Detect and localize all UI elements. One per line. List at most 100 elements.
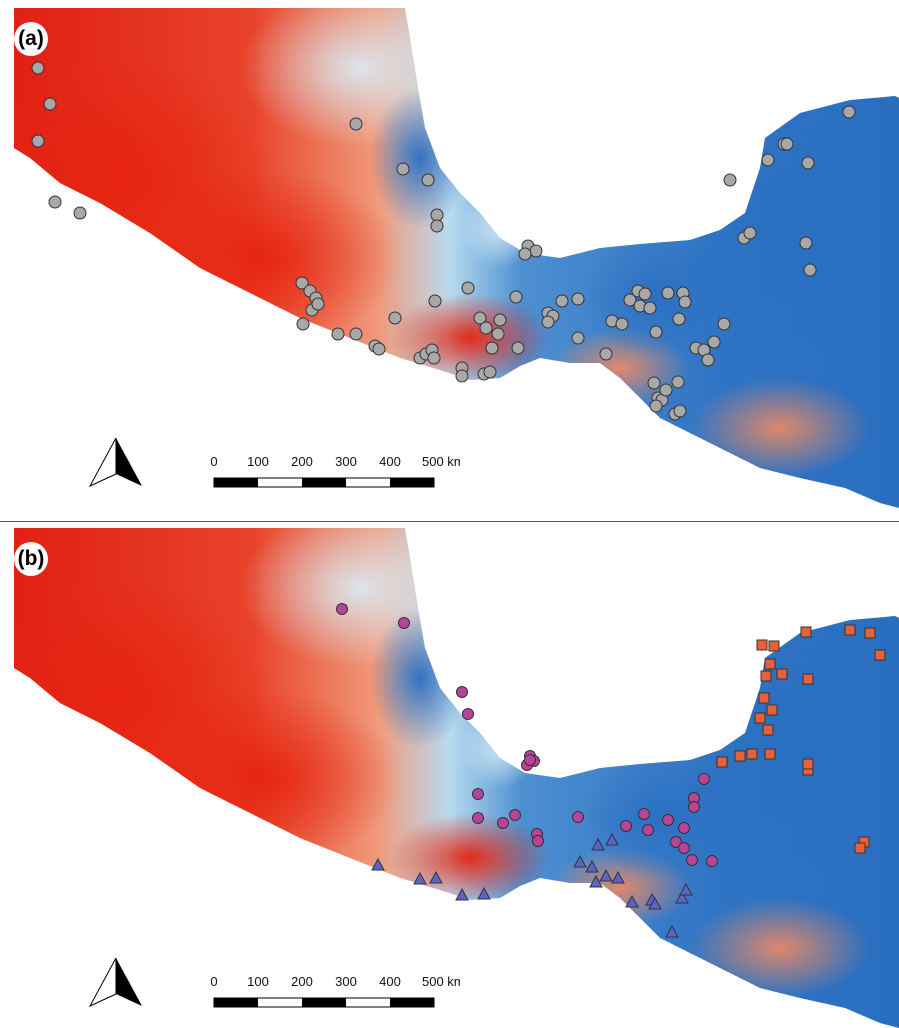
triangle-point (665, 924, 679, 938)
magenta-point (456, 686, 468, 698)
occurrence-point (672, 312, 686, 326)
magenta-point (670, 836, 682, 848)
scale-tick-400: 400 (379, 454, 401, 469)
triangle-point (371, 857, 385, 871)
square-point (854, 842, 866, 854)
triangle-point (648, 896, 662, 910)
occurrence-point (701, 353, 715, 367)
occurrence-point (671, 375, 685, 389)
occurrence-point (555, 294, 569, 308)
magenta-point (472, 812, 484, 824)
occurrence-point (717, 317, 731, 331)
magenta-point (698, 773, 710, 785)
magenta-point (497, 817, 509, 829)
triangle-point (605, 832, 619, 846)
occurrence-point (707, 335, 721, 349)
magenta-point (572, 811, 584, 823)
occurrence-point (743, 226, 757, 240)
occurrence-point (372, 342, 386, 356)
triangle-point (589, 874, 603, 888)
square-point (756, 639, 768, 651)
magenta-point (336, 603, 348, 615)
scale-tick-100: 100 (247, 454, 269, 469)
occurrence-point (427, 351, 441, 365)
occurrence-point (428, 294, 442, 308)
occurrence-point (647, 376, 661, 390)
triangle-point (599, 868, 613, 882)
occurrence-point (485, 341, 499, 355)
triangle-point (429, 870, 443, 884)
triangle-point (679, 882, 693, 896)
map-b (14, 528, 899, 1028)
square-point (764, 748, 776, 760)
magenta-point (532, 835, 544, 847)
square-point (734, 750, 746, 762)
occurrence-point (518, 247, 532, 261)
magenta-point (686, 854, 698, 866)
magenta-point (642, 824, 654, 836)
occurrence-point (599, 347, 613, 361)
occurrence-point (723, 173, 737, 187)
occurrence-point (349, 327, 363, 341)
triangle-point (591, 837, 605, 851)
occurrence-point (295, 276, 309, 290)
square-point (762, 724, 774, 736)
magenta-point (678, 822, 690, 834)
occurrence-point (842, 105, 856, 119)
occurrence-point (780, 137, 794, 151)
magenta-point (662, 814, 674, 826)
scale-tick-0: 0 (210, 454, 217, 469)
occurrence-point (649, 399, 663, 413)
occurrence-point (349, 117, 363, 131)
triangle-point (585, 859, 599, 873)
occurrence-point (388, 311, 402, 325)
occurrence-point (31, 61, 45, 75)
scale-tick-500: 500 km (422, 974, 460, 989)
magenta-point (638, 808, 650, 820)
scale-tick-400: 400 (379, 974, 401, 989)
magenta-point (462, 708, 474, 720)
blue-triangle-points (371, 832, 693, 938)
magenta-point (706, 855, 718, 867)
square-point (758, 692, 770, 704)
square-point (776, 668, 788, 680)
scale-bar-b: 0 100 200 300 400 500 km (210, 974, 460, 1008)
occurrence-point (479, 321, 493, 335)
occurrence-point (643, 301, 657, 315)
occurrence-point (803, 263, 817, 277)
occurrence-point (661, 286, 675, 300)
triangle-point (413, 871, 427, 885)
occurrence-point (421, 173, 435, 187)
square-point (844, 624, 856, 636)
occurrence-point (483, 365, 497, 379)
magenta-point (398, 617, 410, 629)
occurrence-point (296, 317, 310, 331)
occurrence-point (311, 297, 325, 311)
occurrence-point (396, 162, 410, 176)
occurrence-point (43, 97, 57, 111)
occurrence-point (493, 313, 507, 327)
magenta-point (524, 754, 536, 766)
square-point (766, 704, 778, 716)
panel-label-b: (b) (14, 542, 48, 576)
occurrence-point (430, 208, 444, 222)
occurrence-point (455, 369, 469, 383)
occurrence-point (509, 290, 523, 304)
magenta-point (472, 788, 484, 800)
land-raster-a (14, 8, 899, 508)
occurrence-point (615, 317, 629, 331)
occurrence-point (673, 404, 687, 418)
square-point (874, 649, 886, 661)
square-point (746, 748, 758, 760)
occurrence-point (541, 315, 555, 329)
triangle-point (573, 854, 587, 868)
triangle-point (675, 890, 689, 904)
triangle-point (455, 887, 469, 901)
scale-tick-200: 200 (291, 454, 313, 469)
occurrence-point (761, 153, 775, 167)
occurrence-point (649, 325, 663, 339)
occurrence-point (491, 327, 505, 341)
magenta-circle-points (336, 603, 718, 867)
panel-label-a: (a) (14, 22, 48, 56)
scale-tick-0: 0 (210, 974, 217, 989)
